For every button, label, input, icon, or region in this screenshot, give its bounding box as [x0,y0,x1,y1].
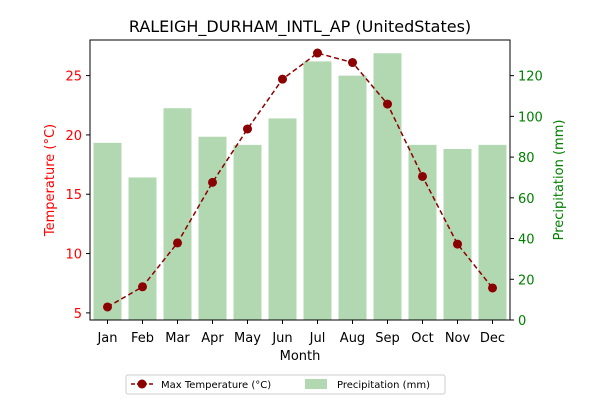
x-axis-ticks: Jan Feb Mar Apr May Jun Jul Aug Sep Oct Nov Dec [96,320,505,346]
y-right-tick-label: 60 [518,192,535,207]
x-tick-label: Jan [96,331,117,346]
bar-feb [128,177,157,320]
bar-apr [198,136,227,320]
temp-point-jun [278,74,287,84]
x-tick-label: Jul [309,331,326,346]
bar-mar [163,108,192,320]
bar-aug [338,75,367,321]
y-left-tick-label: 25 [65,70,82,85]
legend-label-temperature: Max Temperature (°C) [161,380,271,391]
temp-point-jul [313,48,322,58]
x-axis-title: Month [280,349,321,364]
temp-point-sep [383,99,392,109]
y-left-tick-label: 20 [65,129,82,144]
temp-point-mar [173,238,182,248]
x-tick-label: May [234,331,261,346]
x-tick-label: Mar [165,331,190,346]
temp-point-jan [103,302,112,312]
temp-point-oct [418,171,427,181]
x-tick-label: Oct [411,331,433,346]
temp-point-feb [138,282,147,292]
temp-point-dec [488,283,497,293]
y-right-tick-label: 100 [518,110,543,125]
legend-label-precipitation: Precipitation (mm) [337,380,430,391]
temperature-line-path [107,52,494,308]
temp-point-may [243,124,252,134]
legend-bar-swatch [305,379,327,389]
bar-jul [303,61,332,321]
y-left-tick-label: 10 [65,248,82,263]
y-left-tick-label: 15 [65,188,82,203]
x-tick-label: Nov [445,331,471,346]
y-right-axis-title: Precipitation (mm) [552,120,567,241]
y-left-tick-label: 5 [74,307,82,322]
temp-point-aug [348,58,357,68]
x-tick-label: Sep [375,331,400,346]
legend-frame [125,374,446,395]
temperature-line [103,48,497,312]
y-left-axis-title: Temperature (°C) [43,124,58,237]
x-tick-label: Jun [271,331,292,346]
plot-frame [89,39,511,321]
precipitation-bars [93,53,507,321]
y-right-tick-label: 40 [518,233,535,248]
x-tick-label: Dec [480,331,505,346]
y-right-tick-label: 80 [518,151,535,166]
y-right-axis-ticks: 0 20 40 60 80 100 120 [510,70,543,329]
y-right-tick-label: 20 [518,273,535,288]
bar-oct [408,144,437,320]
y-left-axis-ticks: 5 10 15 20 25 [65,70,90,322]
bar-may [233,144,262,320]
x-tick-label: Aug [340,331,365,346]
legend-marker-swatch [137,379,147,389]
y-right-tick-label: 0 [518,314,526,329]
temp-point-apr [208,177,217,187]
temp-point-nov [453,239,462,249]
chart-title: RALEIGH_DURHAM_INTL_AP (UnitedStates) [129,17,471,37]
bar-nov [443,148,472,320]
x-tick-label: Apr [201,331,224,346]
y-right-tick-label: 120 [518,70,543,85]
x-tick-label: Feb [131,331,154,346]
bar-jan [93,142,122,320]
bar-sep [373,53,402,321]
bar-dec [478,144,507,320]
legend: Max Temperature (°C) Precipitation (mm) [125,374,446,395]
bar-jun [268,118,297,321]
